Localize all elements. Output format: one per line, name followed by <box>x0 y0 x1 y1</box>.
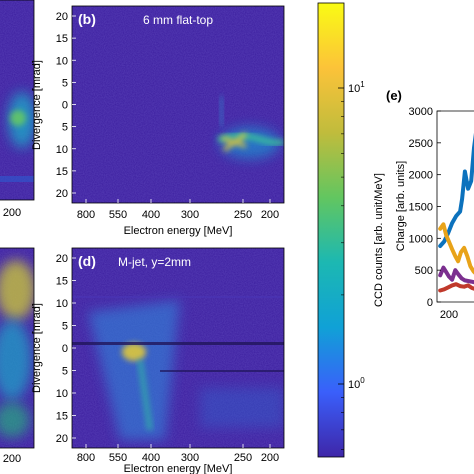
colorbar: 101 100 CCD counts [arb. unit/MeV] <box>317 2 385 458</box>
panel-a-streak <box>0 176 34 182</box>
panel-a-signal-core <box>10 110 26 126</box>
panel-b-beam <box>216 133 284 146</box>
panel-c-signal <box>0 260 34 320</box>
panel-d-xlabel: Electron energy [MeV] <box>124 463 233 474</box>
e-y-tick-label: 3000 <box>409 106 433 118</box>
panel-b-ylabel: Divergence [mrad] <box>31 60 43 150</box>
panel-b-xlabel: Electron energy [MeV] <box>124 225 233 237</box>
x-tick-label: 250 <box>234 452 252 464</box>
panel-e-label: (e) <box>386 88 402 103</box>
y-tick-label: 5 <box>62 122 68 134</box>
x-tick-label: 400 <box>142 209 160 221</box>
panel-e-plot <box>436 110 474 303</box>
x-tick-label: 200 <box>261 452 279 464</box>
panel-d-yticks: 20 15 10 5 0 5 10 15 20 <box>56 253 76 445</box>
series-line-2 <box>438 222 474 275</box>
panel-e-ylabel: Charge [arb. units] <box>395 161 407 252</box>
panel-b-noise <box>72 6 284 203</box>
y-tick-label: 5 <box>62 366 68 378</box>
panel-d-streak <box>137 359 153 431</box>
x-tick-label: 250 <box>234 209 252 221</box>
panel-e-series <box>438 132 474 293</box>
colorbar-tick-label-10-1: 101 <box>348 80 365 95</box>
panel-d-hotspot <box>122 343 146 361</box>
panel-d-xticks: 800 550 400 300 250 200 <box>77 444 279 464</box>
panel-a <box>0 0 34 200</box>
panel-b-beam-core <box>221 132 248 152</box>
y-tick-label: 0 <box>62 100 68 112</box>
colorbar-minor-ticks <box>341 101 344 450</box>
colorbar-strip <box>317 2 345 458</box>
panel-d: (d) M-jet, y=2mm 20 15 10 5 0 5 10 15 20 800 550 4… <box>31 247 285 474</box>
panel-c <box>0 248 34 448</box>
y-tick-label: 10 <box>56 55 68 67</box>
panel-b-jet <box>220 96 223 126</box>
colorbar-tick-exp-1: 1 <box>360 80 365 89</box>
x-tick-label: 300 <box>181 452 199 464</box>
panel-a-xtick-200: 200 <box>3 207 21 219</box>
series-line-4 <box>438 282 474 293</box>
x-tick-label: 200 <box>261 209 279 221</box>
panel-d-haze <box>200 388 284 428</box>
y-tick-label: 5 <box>62 77 68 89</box>
panel-d-band-3 <box>72 296 284 298</box>
panel-d-band-2 <box>160 370 284 372</box>
panel-c-frame <box>0 247 35 449</box>
x-tick-label: 800 <box>77 209 95 221</box>
y-tick-label: 20 <box>56 253 68 265</box>
panel-b: (b) 6 mm flat-top 20 15 10 5 0 5 10 15 20 800 550… <box>31 5 285 237</box>
panel-e: (e) Charge [arb. units] 3000250020001500… <box>386 88 474 321</box>
x-tick-label: 550 <box>109 452 127 464</box>
y-tick-label: 20 <box>56 11 68 23</box>
y-tick-label: 10 <box>56 298 68 310</box>
panel-c-signal-2 <box>0 320 32 400</box>
y-tick-label: 10 <box>56 388 68 400</box>
colorbar-tick-exp-0: 0 <box>360 376 365 385</box>
e-y-tick-label: 1000 <box>409 233 433 245</box>
x-tick-label: 300 <box>181 209 199 221</box>
y-tick-label: 20 <box>56 433 68 445</box>
y-tick-label: 10 <box>56 144 68 156</box>
y-tick-label: 15 <box>56 411 68 423</box>
e-y-tick-label: 1500 <box>409 202 433 214</box>
x-tick-label: 400 <box>142 452 160 464</box>
x-tick-label: 800 <box>77 452 95 464</box>
y-tick-label: 20 <box>56 188 68 200</box>
x-tick-label: 550 <box>109 209 127 221</box>
y-tick-label: 15 <box>56 166 68 178</box>
y-tick-label: 15 <box>56 33 68 45</box>
series-line-1 <box>438 132 474 248</box>
y-tick-label: 5 <box>62 321 68 333</box>
panel-d-fan <box>88 300 180 440</box>
panel-d-label: (d) <box>78 253 96 269</box>
y-tick-label: 15 <box>56 276 68 288</box>
series-line-3 <box>438 265 474 285</box>
panel-c-signal-3 <box>0 402 30 438</box>
panel-d-ylabel: Divergence [mrad] <box>31 303 43 393</box>
panel-b-yticks: 20 15 10 5 0 5 10 15 20 <box>56 11 76 200</box>
panel-e-xtick-200: 200 <box>440 309 458 321</box>
panel-b-xticks: 800 550 400 300 250 200 <box>77 199 279 221</box>
e-y-tick-label: 0 <box>427 297 433 309</box>
panel-b-label: (b) <box>78 11 96 27</box>
panel-a-frame <box>0 0 35 201</box>
panel-d-title: M-jet, y=2mm <box>118 255 191 269</box>
panel-c-xtick-200: 200 <box>3 453 21 465</box>
panel-d-band-1 <box>72 342 284 345</box>
colorbar-label: CCD counts [arb. unit/MeV] <box>373 173 385 307</box>
colorbar-tick-label-10-0: 100 <box>348 376 365 391</box>
panel-e-yticks: 3000 2500 2000 1500 1000 500 0 <box>409 106 441 309</box>
e-y-tick-label: 2500 <box>409 138 433 150</box>
e-y-tick-label: 500 <box>415 265 433 277</box>
y-tick-label: 0 <box>62 343 68 355</box>
e-y-tick-label: 2000 <box>409 170 433 182</box>
panel-b-title: 6 mm flat-top <box>143 13 213 27</box>
